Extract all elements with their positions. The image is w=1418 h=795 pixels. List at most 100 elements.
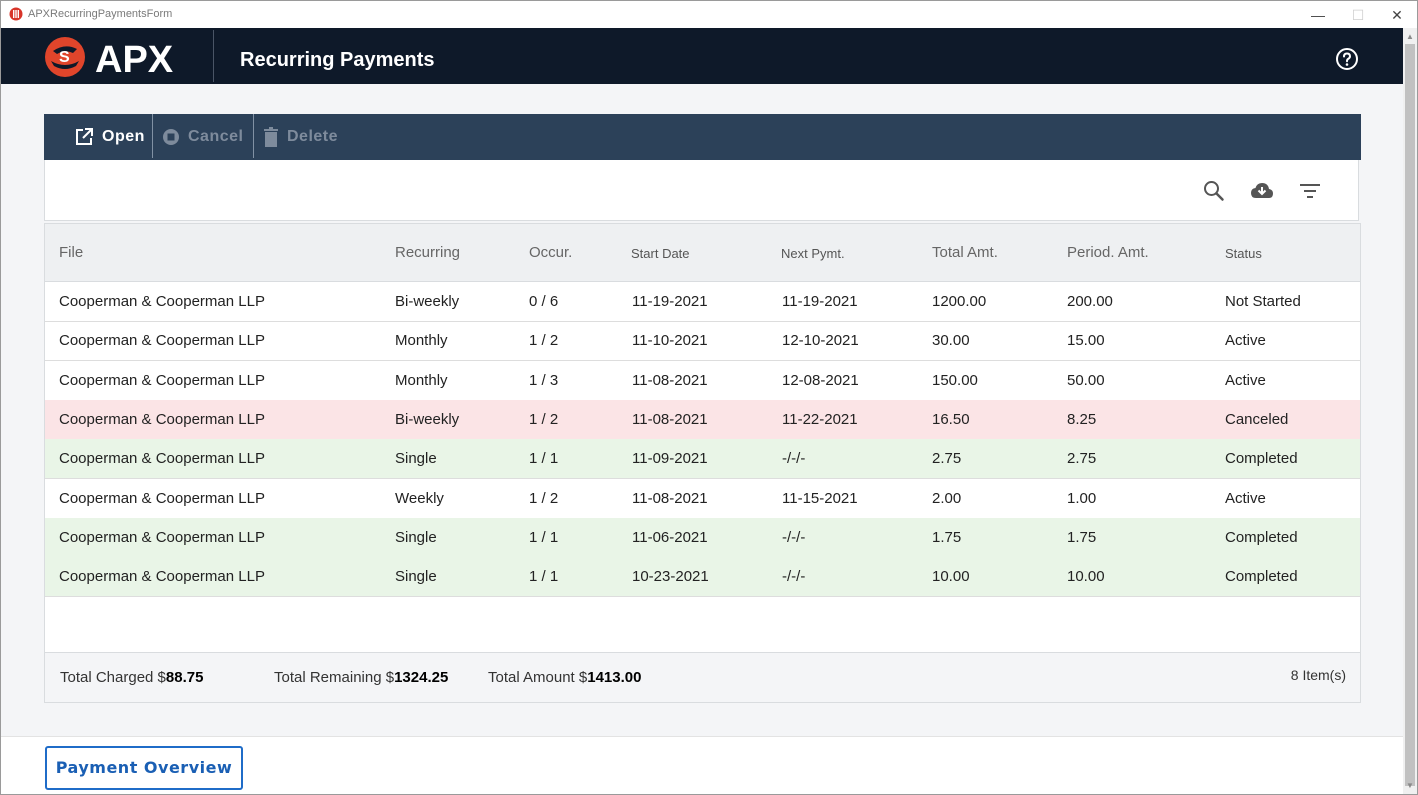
filter-list-icon[interactable] — [1297, 178, 1323, 204]
table-row[interactable]: Cooperman & Cooperman LLP Single 1 / 1 11-0… — [45, 517, 1360, 558]
scroll-down-icon[interactable]: ▼ — [1406, 781, 1414, 790]
filter-bar — [44, 160, 1359, 221]
column-header-period-amount[interactable]: Period. Amt. — [1067, 244, 1149, 261]
cell-start: 11-19-2021 — [632, 293, 708, 310]
cell-total: 150.00 — [932, 371, 978, 389]
total-remaining: Total Remaining $1324.25 — [274, 669, 448, 686]
cell-start: 11-09-2021 — [632, 450, 708, 468]
table-header: File Recurring Occur. Start Date Next Py… — [45, 224, 1360, 282]
cell-period: 15.00 — [1067, 332, 1105, 350]
cell-recurring: Single — [395, 568, 437, 586]
column-header-total-amount[interactable]: Total Amt. — [932, 244, 998, 261]
cell-status: Not Started — [1225, 293, 1301, 310]
scroll-up-icon[interactable]: ▲ — [1406, 32, 1414, 41]
delete-label: Delete — [287, 128, 339, 145]
cell-file: Cooperman & Cooperman LLP — [59, 528, 265, 546]
column-header-recurring[interactable]: Recurring — [395, 244, 461, 261]
cell-recurring: Bi-weekly — [395, 293, 460, 310]
cell-next: 11-22-2021 — [782, 410, 858, 428]
table-row[interactable]: Cooperman & Cooperman LLP Monthly 1 / 2 11-… — [45, 321, 1360, 362]
cell-occur: 0 / 6 — [529, 293, 559, 310]
table-row[interactable]: Cooperman & Cooperman LLP Bi-weekly 1 / 2 1… — [45, 399, 1360, 440]
cell-status: Active — [1225, 332, 1266, 350]
cell-recurring: Single — [395, 450, 437, 468]
cell-start: 11-10-2021 — [632, 332, 708, 350]
main-content: Open Cancel Delete — [1, 84, 1403, 736]
title-bar[interactable]: APXRecurringPaymentsForm — ☐ ✕ — [1, 1, 1417, 28]
cell-start: 11-06-2021 — [632, 528, 708, 546]
table-row[interactable]: Cooperman & Cooperman LLP Weekly 1 / 2 11-0… — [45, 479, 1360, 519]
cell-total: 1200.00 — [932, 293, 987, 310]
header-divider — [213, 30, 214, 82]
cell-start: 10-23-2021 — [632, 568, 709, 586]
column-header-occur[interactable]: Occur. — [529, 244, 573, 261]
cell-file: Cooperman & Cooperman LLP — [59, 332, 265, 350]
cell-file: Cooperman & Cooperman LLP — [59, 371, 265, 389]
cell-start: 11-08-2021 — [632, 371, 708, 389]
stop-circle-icon — [163, 129, 179, 145]
close-button[interactable]: ✕ — [1391, 7, 1403, 23]
table-row[interactable]: Cooperman & Cooperman LLP Single 1 / 1 10-2… — [45, 557, 1360, 598]
cell-status: Active — [1225, 371, 1266, 389]
open-button[interactable]: Open — [74, 114, 145, 160]
cell-total: 10.00 — [932, 568, 970, 586]
cell-next: 11-19-2021 — [782, 293, 858, 310]
vertical-scrollbar[interactable]: ▲ ▼ — [1403, 28, 1417, 794]
cloud-download-icon[interactable] — [1249, 178, 1275, 204]
cell-total: 2.00 — [932, 489, 962, 507]
cell-status: Completed — [1225, 528, 1298, 546]
total-remaining-value: 1324.25 — [394, 669, 449, 686]
logo-text: APX — [95, 39, 174, 79]
window-title: APXRecurringPaymentsForm — [28, 8, 173, 20]
cell-occur: 1 / 2 — [529, 489, 559, 507]
cell-period: 10.00 — [1067, 568, 1105, 586]
cell-recurring: Single — [395, 528, 437, 546]
minimize-button[interactable]: — — [1311, 7, 1325, 23]
cell-file: Cooperman & Cooperman LLP — [59, 489, 265, 507]
delete-button[interactable]: Delete — [263, 114, 338, 160]
cell-status: Canceled — [1225, 410, 1289, 428]
cell-total: 30.00 — [932, 332, 970, 350]
cell-next: -/-/- — [782, 528, 806, 546]
cell-total: 16.50 — [932, 410, 970, 428]
scrollbar-thumb[interactable] — [1405, 44, 1415, 786]
page-title: Recurring Payments — [240, 49, 435, 71]
cell-next: -/-/- — [782, 450, 806, 468]
cell-occur: 1 / 3 — [529, 371, 559, 389]
cell-occur: 1 / 1 — [529, 528, 559, 546]
cell-next: -/-/- — [782, 568, 806, 586]
table-row[interactable]: Cooperman & Cooperman LLP Monthly 1 / 3 11-… — [45, 361, 1360, 401]
column-header-status[interactable]: Status — [1225, 246, 1262, 261]
bottom-bar: Payment Overview — [1, 736, 1403, 794]
payment-overview-button[interactable]: Payment Overview — [45, 746, 243, 790]
cancel-button[interactable]: Cancel — [162, 114, 243, 160]
cell-period: 1.75 — [1067, 528, 1097, 546]
cell-status: Active — [1225, 489, 1266, 507]
payments-table: File Recurring Occur. Start Date Next Py… — [44, 223, 1361, 703]
table-row[interactable]: Cooperman & Cooperman LLP Bi-weekly 0 / 6 1… — [45, 282, 1360, 322]
table-row[interactable]: Cooperman & Cooperman LLP Single 1 / 1 11-0… — [45, 439, 1360, 480]
cell-status: Completed — [1225, 450, 1298, 468]
app-header: S APX Recurring Payments — [1, 28, 1403, 84]
column-header-start-date[interactable]: Start Date — [631, 246, 690, 261]
column-header-next-payment[interactable]: Next Pymt. — [781, 246, 845, 261]
cell-period: 200.00 — [1067, 293, 1113, 310]
column-header-file[interactable]: File — [59, 244, 84, 261]
cell-period: 2.75 — [1067, 450, 1097, 468]
item-count: 8 Item(s) — [1290, 667, 1346, 683]
cell-file: Cooperman & Cooperman LLP — [59, 293, 265, 310]
app-icon — [9, 7, 23, 21]
cell-next: 12-10-2021 — [782, 332, 859, 350]
search-icon[interactable] — [1201, 178, 1227, 204]
total-amount: Total Amount $1413.00 — [488, 669, 641, 686]
total-charged: Total Charged $88.75 — [60, 669, 203, 686]
total-amount-value: 1413.00 — [587, 669, 642, 686]
help-circle-icon[interactable] — [1335, 47, 1359, 71]
cell-occur: 1 / 1 — [529, 568, 559, 586]
cell-recurring: Monthly — [395, 371, 448, 389]
total-charged-label: Total Charged $ — [60, 669, 166, 686]
cell-file: Cooperman & Cooperman LLP — [59, 568, 265, 586]
cancel-label: Cancel — [188, 128, 244, 145]
toolbar-separator — [253, 114, 254, 158]
